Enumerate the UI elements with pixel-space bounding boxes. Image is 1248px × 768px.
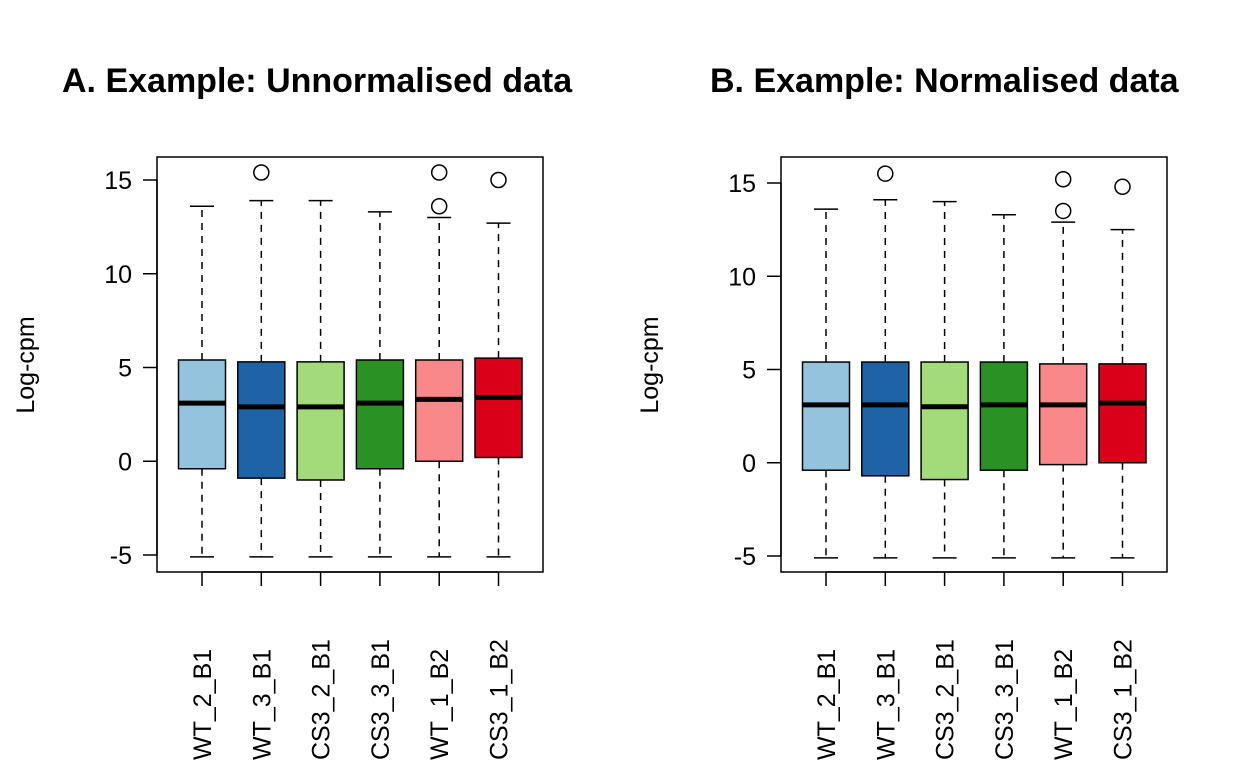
y-tick-label: 15 [728,170,756,198]
y-tick-label: 15 [104,167,132,195]
x-tick-label: CS3_1_B2 [486,639,514,760]
box-body [1038,363,1088,466]
y-tick-label: -5 [110,542,132,570]
x-tick-label: WT_3_B1 [248,649,276,760]
outlier-point [490,171,507,189]
x-tick-label: CS3_3_B1 [991,639,1019,760]
x-tick-label: WT_2_B1 [189,649,217,760]
x-tick-label: WT_1_B2 [426,649,454,760]
box-body [355,359,405,470]
outlier-point [253,164,270,181]
y-tick-label: 10 [104,261,132,289]
panel-a: A. Example: Unnormalised data -5 0 5 10 15 Log… [12,62,573,760]
box-CS3_1_B2 [474,171,523,558]
box-WT_2_B1 [801,208,851,559]
y-tick-label: 0 [118,448,132,476]
box-body [861,361,910,477]
outlier-point [430,164,448,181]
y-tick-label: -5 [734,543,756,571]
box-WT_1_B2 [414,164,464,558]
y-axis-label: Log-cpm [636,316,664,413]
box-body [237,361,286,479]
box-WT_2_B1 [177,205,227,558]
outlier-point [1054,202,1072,220]
outlier-point [1114,178,1131,195]
outlier-point [1054,171,1072,188]
box-body [1098,363,1147,464]
box-body [474,357,523,459]
y-tick-label: 5 [118,355,132,383]
x-tick-label: WT_2_B1 [813,649,841,760]
box-body [801,361,851,471]
x-tick-label: CS3_2_B1 [308,639,336,760]
x-tick-label: CS3_2_B1 [932,639,960,760]
box-body [414,359,464,462]
box-CS3_2_B1 [920,200,969,559]
chart-title: B. Example: Normalised data [710,62,1180,100]
x-tick-label: WT_3_B1 [872,649,900,760]
outlier-point [430,198,448,215]
box-CS3_3_B1 [979,213,1029,559]
box-body [177,359,227,470]
x-tick-label: WT_1_B2 [1050,649,1078,760]
box-body [296,361,345,481]
box-WT_3_B1 [861,165,910,559]
y-tick-label: 0 [742,450,756,478]
box-CS3_1_B2 [1098,178,1147,559]
panel-b: B. Example: Normalised data -5 0 5 10 15 Log-c… [636,62,1180,760]
y-tick-label: 10 [728,263,756,291]
y-axis-label: Log-cpm [12,316,40,413]
box-CS3_3_B1 [355,211,405,558]
chart-title: A. Example: Unnormalised data [62,62,573,100]
box-WT_3_B1 [237,164,286,558]
outlier-point [877,165,894,182]
box-body [979,361,1029,471]
box-body [920,361,969,481]
box-WT_1_B2 [1038,171,1088,559]
box-CS3_2_B1 [296,199,345,558]
y-tick-label: 5 [742,357,756,385]
x-tick-label: CS3_1_B2 [1110,639,1138,760]
x-tick-label: CS3_3_B1 [367,639,395,760]
